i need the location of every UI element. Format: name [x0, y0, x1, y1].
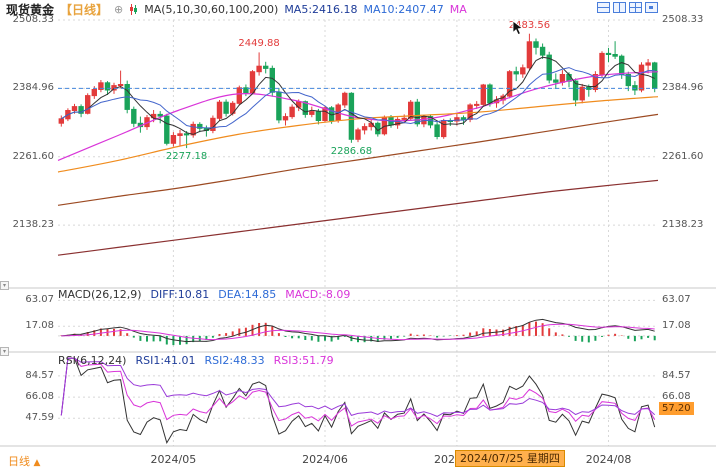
symbol-name: 现货黄金	[6, 3, 55, 17]
rsi3-label: RSI3:51.79	[273, 354, 334, 367]
main-chart-header: 现货黄金 【日线】 ⊕ MA(5,10,30,60,100,200) MA5:24…	[6, 1, 467, 18]
period-tag: 【日线】	[60, 3, 109, 17]
period-selector-label: 日线	[8, 455, 30, 468]
ma30-value-label-truncated: MA	[449, 3, 467, 16]
macd-diff-label: DIFF:10.81	[150, 288, 210, 301]
ma-settings-label: MA(5,10,30,60,100,200)	[144, 3, 279, 16]
expand-icon[interactable]: ⊕	[114, 3, 124, 16]
layout-toolbar	[597, 2, 658, 13]
rsi1-label: RSI1:41.01	[135, 354, 196, 367]
macd-bar-label: MACD:-8.09	[285, 288, 351, 301]
layout-grid-icon[interactable]	[629, 2, 642, 13]
layout-single-icon[interactable]	[645, 2, 658, 13]
macd-panel-resize-handle[interactable]: ▾	[0, 281, 9, 290]
macd-title: MACD(26,12,9)	[58, 288, 142, 301]
macd-header: MACD(26,12,9) DIFF:10.81 DEA:14.85 MACD:…	[58, 288, 350, 301]
kline-legend-icon	[129, 4, 138, 15]
rsi-header: RSI(6,12,24) RSI1:41.01 RSI2:48.33 RSI3:…	[58, 354, 334, 367]
rsi-panel-resize-handle[interactable]: ▾	[0, 347, 9, 356]
rsi2-label: RSI2:48.33	[204, 354, 265, 367]
macd-dea-label: DEA:14.85	[218, 288, 277, 301]
period-up-arrow-icon: ▲	[33, 458, 41, 468]
rsi-title: RSI(6,12,24)	[58, 354, 127, 367]
ma10-value-label: MA10:2407.47	[363, 3, 444, 16]
period-selector-button[interactable]: 日线 ▲	[8, 453, 40, 469]
crosshair-date-tooltip: 2024/07/25 星期四	[455, 450, 565, 467]
layout-two-row-icon[interactable]	[597, 2, 610, 13]
layout-two-col-icon[interactable]	[613, 2, 626, 13]
rsi-value-badge: 57.20	[659, 402, 694, 415]
mouse-cursor-icon	[512, 20, 526, 41]
ma5-value-label: MA5:2416.18	[284, 3, 358, 16]
